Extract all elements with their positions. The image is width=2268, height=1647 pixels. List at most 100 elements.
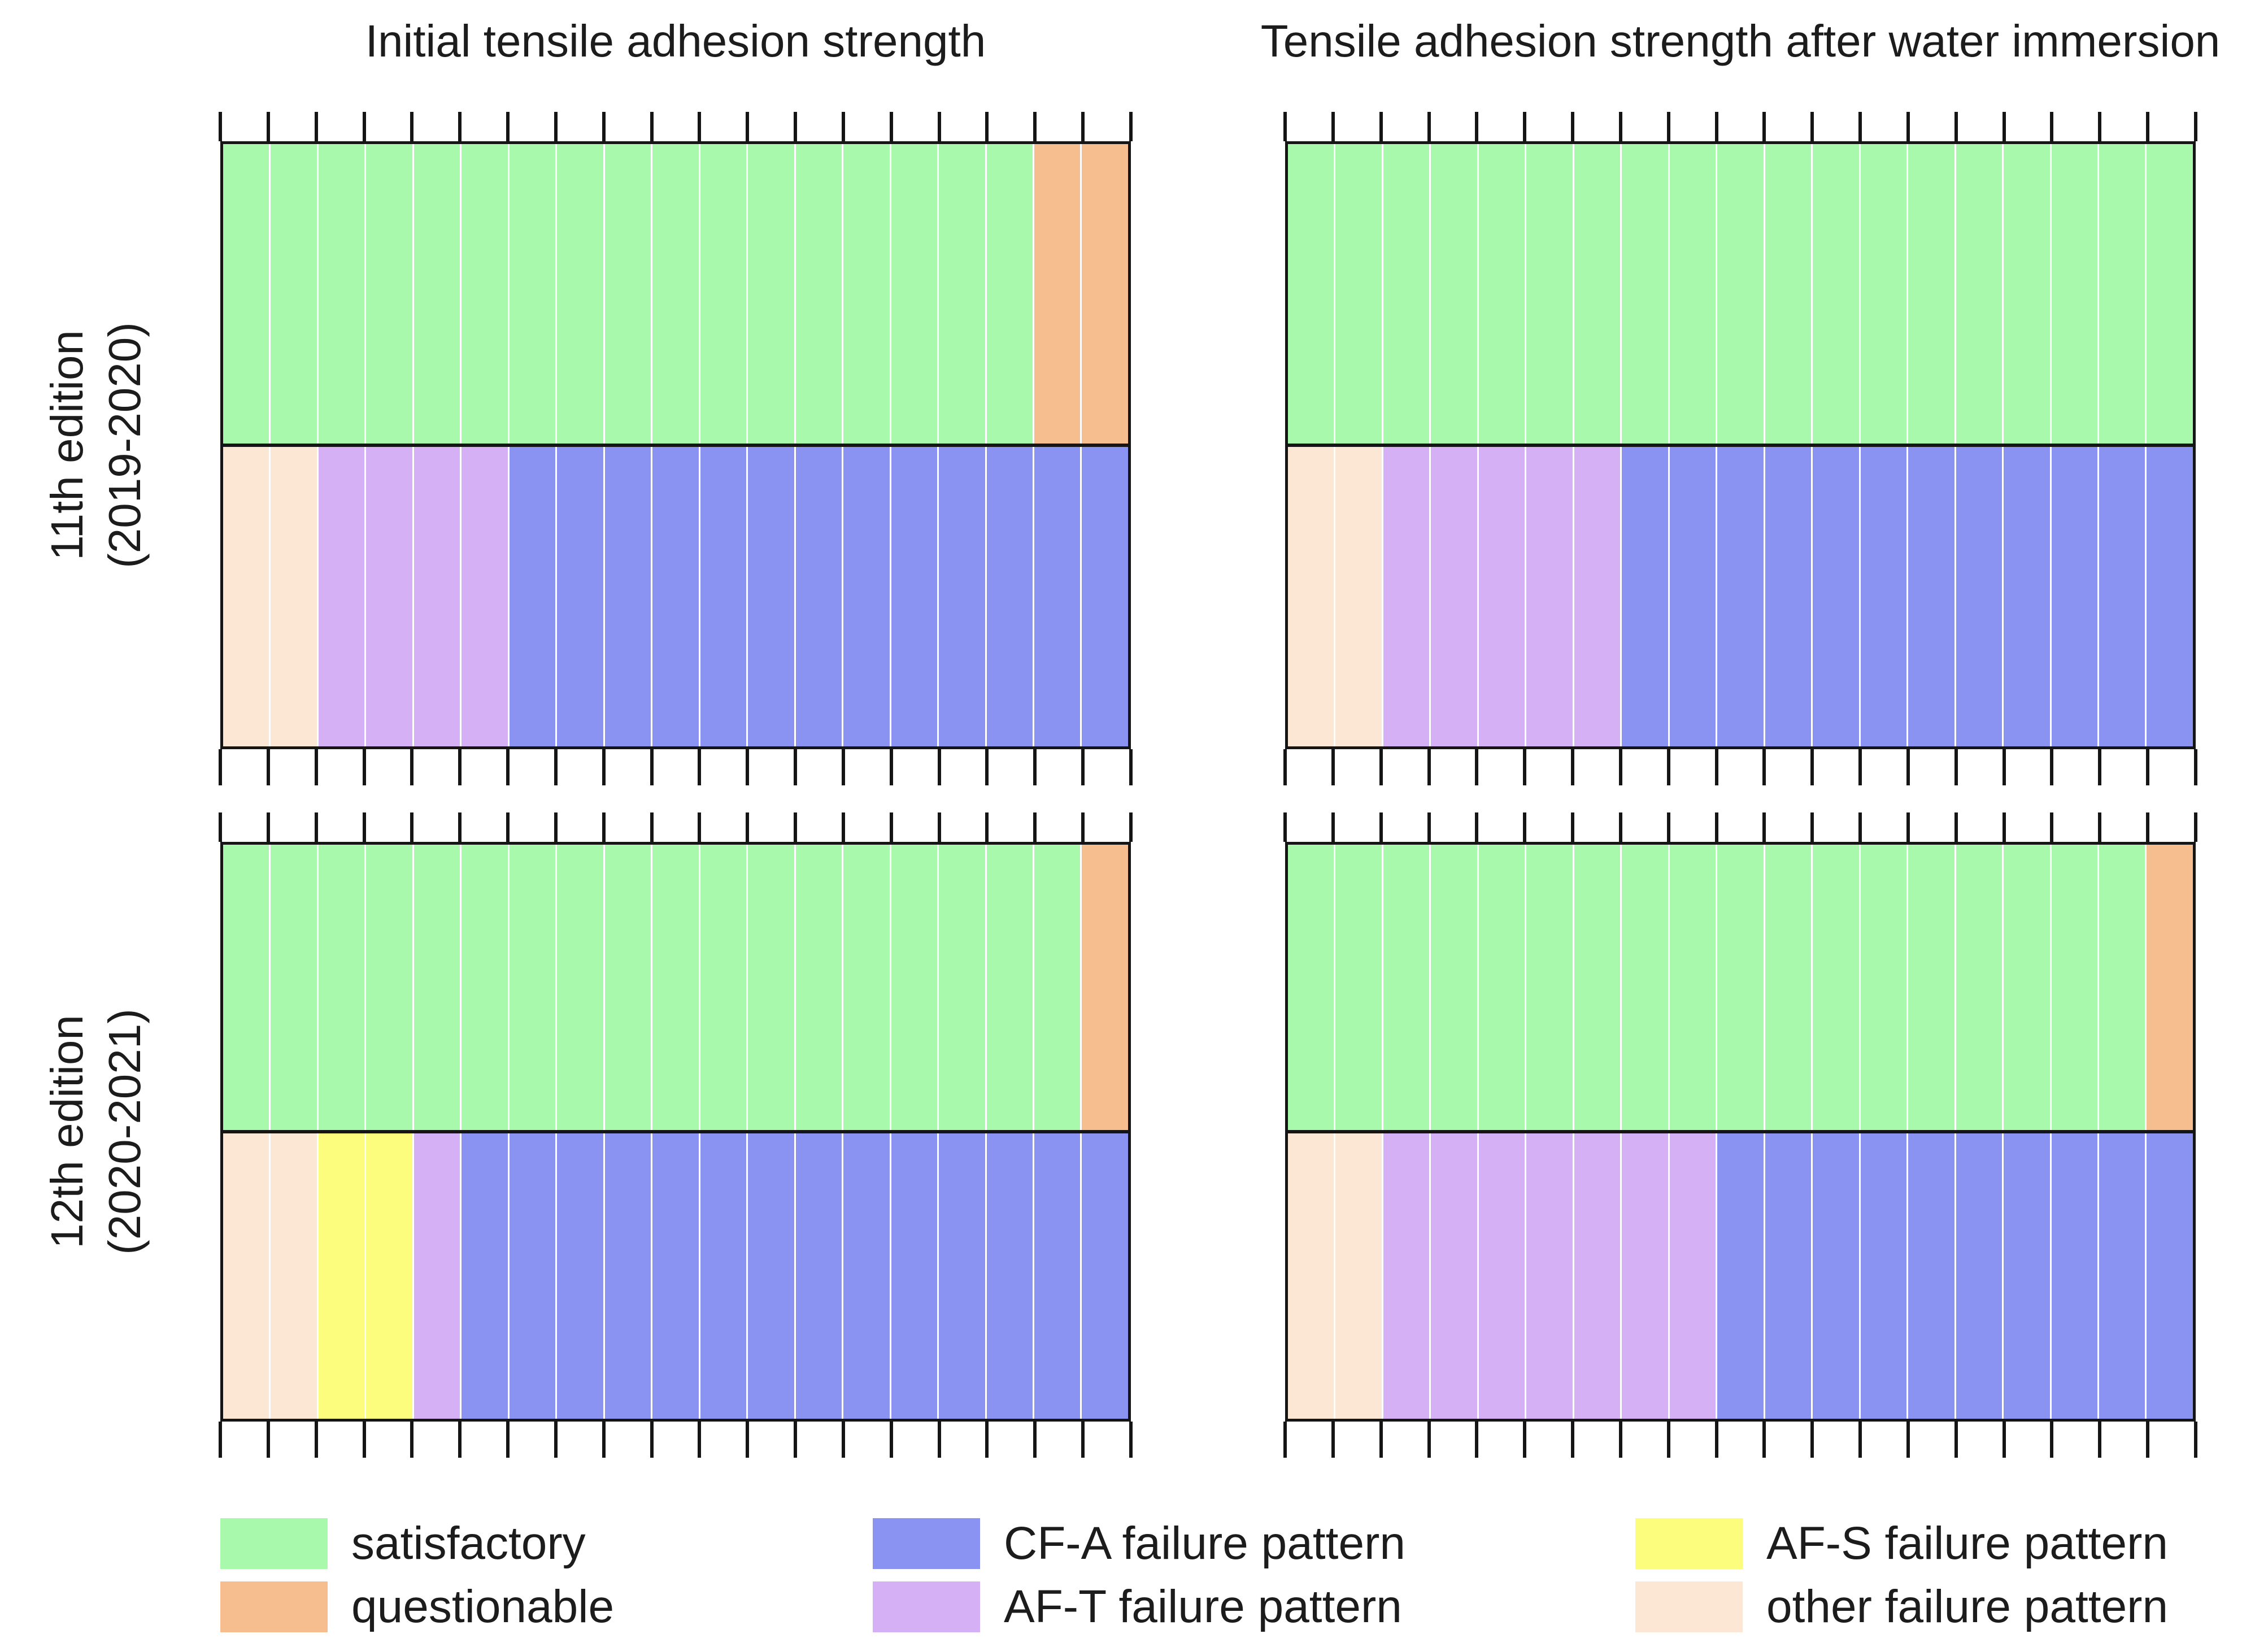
tick-mark <box>794 112 798 141</box>
sample-cell-cfa <box>2049 447 2097 746</box>
tick-mark <box>1906 749 1910 785</box>
sample-cell-satisfactory <box>2049 845 2097 1130</box>
tick-mark <box>1954 1422 1958 1458</box>
legend-label-afs: AF-S failure pattern <box>1766 1518 2168 1569</box>
tick-mark <box>1906 812 1910 842</box>
sample-cell-cfa <box>1716 1133 1764 1419</box>
sample-cell-satisfactory <box>507 144 556 444</box>
tick-mark <box>2050 1422 2054 1458</box>
sample-cell-satisfactory <box>2002 144 2050 444</box>
tick-mark <box>937 812 941 842</box>
sample-cell-cfa <box>651 1133 699 1419</box>
tick-mark <box>985 749 989 785</box>
sample-cell-cfa <box>1032 447 1081 746</box>
tick-mark <box>650 112 654 141</box>
legend-swatch-other <box>1635 1581 1743 1632</box>
tick-mark <box>1379 812 1383 842</box>
legend-label-questionable: questionable <box>351 1581 615 1632</box>
sample-cell-cfa <box>746 447 794 746</box>
tick-mark <box>889 749 893 785</box>
sample-cell-cfa <box>698 1133 747 1419</box>
sample-cell-aft <box>1477 447 1525 746</box>
tick-mark <box>698 1422 702 1458</box>
assessment-bar <box>223 144 1128 444</box>
tick-mark <box>937 749 941 785</box>
sample-cell-satisfactory <box>1620 144 1668 444</box>
bar-divider <box>1288 444 2193 447</box>
sample-cell-satisfactory <box>937 845 985 1130</box>
sample-cell-other <box>269 1133 317 1419</box>
tick-mark <box>1906 1422 1910 1458</box>
tick-mark <box>1081 112 1085 141</box>
tick-mark <box>1810 112 1814 141</box>
sample-cell-cfa <box>2097 447 2145 746</box>
sample-cell-satisfactory <box>889 845 938 1130</box>
tick-mark <box>1714 1422 1718 1458</box>
tick-mark <box>506 1422 510 1458</box>
sample-cell-cfa <box>1763 1133 1812 1419</box>
tick-mark <box>1283 749 1287 785</box>
tick-mark <box>266 812 270 842</box>
row-label-line: 12th edition <box>42 1015 92 1249</box>
tick-mark <box>2002 812 2006 842</box>
sample-cell-other <box>1288 447 1334 746</box>
tick-mark <box>1331 1422 1335 1458</box>
row-label-11th-edition-text: 11th edition (2019-2020) <box>38 322 154 568</box>
tick-mark <box>1081 749 1085 785</box>
sample-cell-aft <box>1572 447 1621 746</box>
panel-bars <box>1285 141 2196 749</box>
legend-swatch-aft <box>873 1581 980 1632</box>
tick-mark <box>698 749 702 785</box>
tick-mark <box>410 812 414 842</box>
axis-ticks-bottom <box>219 1422 1133 1459</box>
tick-mark <box>1954 112 1958 141</box>
sample-cell-satisfactory <box>1668 845 1716 1130</box>
sample-cell-cfa <box>2002 1133 2050 1419</box>
tick-mark <box>1129 812 1133 842</box>
tick-mark <box>794 1422 798 1458</box>
tick-mark <box>746 749 750 785</box>
sample-cell-cfa <box>2097 1133 2145 1419</box>
tick-mark <box>602 112 606 141</box>
sample-cell-other <box>1288 1133 1334 1419</box>
tick-mark <box>1129 1422 1133 1458</box>
panel-11th-initial <box>219 112 1133 786</box>
column-title-after-water-immersion: Tensile adhesion strength after water im… <box>1261 10 2221 72</box>
tick-mark <box>362 812 366 842</box>
tick-mark <box>410 112 414 141</box>
tick-mark <box>1033 749 1037 785</box>
tick-mark <box>1283 812 1287 842</box>
sample-cell-aft <box>1381 447 1430 746</box>
tick-mark <box>2194 749 2197 785</box>
tick-mark <box>1283 112 1287 141</box>
sample-cell-satisfactory <box>507 845 556 1130</box>
tick-mark <box>841 112 845 141</box>
tick-mark <box>1714 812 1718 842</box>
sample-cell-cfa <box>1906 1133 1954 1419</box>
sample-cell-satisfactory <box>223 845 269 1130</box>
tick-mark <box>2050 812 2054 842</box>
tick-mark <box>2098 112 2102 141</box>
tick-mark <box>1810 749 1814 785</box>
tick-mark <box>2050 749 2054 785</box>
sample-cell-satisfactory <box>1668 144 1716 444</box>
axis-ticks-bottom <box>1283 749 2197 786</box>
tick-mark <box>458 1422 462 1458</box>
sample-cell-cfa <box>1811 447 1859 746</box>
tick-mark <box>2098 812 2102 842</box>
sample-cell-satisfactory <box>746 845 794 1130</box>
sample-cell-satisfactory <box>316 845 365 1130</box>
sample-cell-cfa <box>1032 1133 1081 1419</box>
tick-mark <box>2098 1422 2102 1458</box>
tick-mark <box>1858 1422 1862 1458</box>
sample-cell-satisfactory <box>1288 845 1334 1130</box>
sample-cell-other <box>269 447 317 746</box>
tick-mark <box>1379 112 1383 141</box>
tick-mark <box>1858 812 1862 842</box>
sample-cell-satisfactory <box>555 845 603 1130</box>
tick-mark <box>362 112 366 141</box>
tick-mark <box>2194 112 2197 141</box>
sample-cell-aft <box>460 447 508 746</box>
tick-mark <box>841 1422 845 1458</box>
